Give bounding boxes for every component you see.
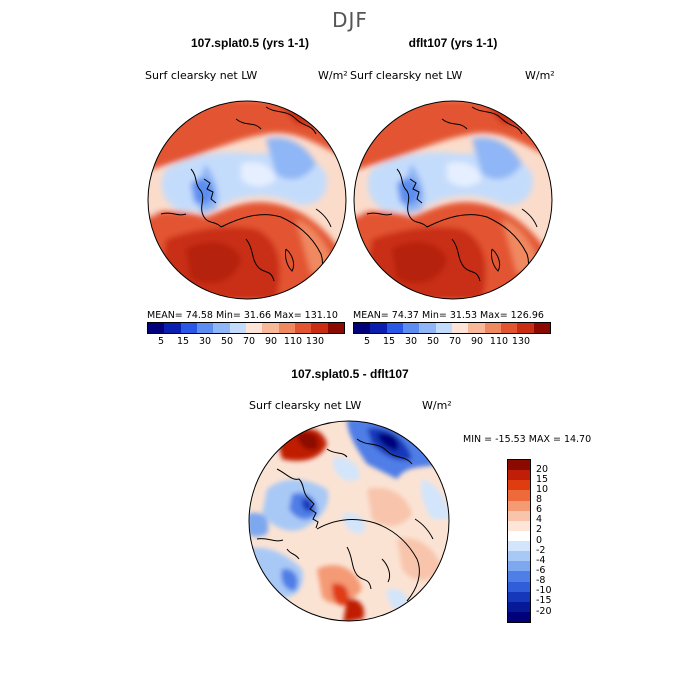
panel-2-units: W/m² — [525, 69, 555, 82]
panel-1-tick-label: 130 — [305, 336, 325, 347]
page-title: DJF — [332, 8, 368, 32]
panel-1-tick-label: 110 — [283, 336, 303, 347]
panel-1-tick-label: 30 — [198, 336, 212, 347]
diff-tick-label: 4 — [536, 514, 543, 525]
panel-2-title: dflt107 (yrs 1-1) — [408, 36, 498, 50]
diff-tick-label: -2 — [536, 545, 546, 556]
panel-2-tick-label: 70 — [448, 336, 462, 347]
panel-2-tick-label: 30 — [404, 336, 418, 347]
diff-tick-label: 0 — [536, 535, 543, 546]
panel-2-tick-label: 110 — [489, 336, 509, 347]
diff-variable: Surf clearsky net LW — [249, 399, 362, 412]
panel-1-tick-label: 5 — [157, 336, 165, 347]
diff-title: 107.splat0.5 - dflt107 — [291, 367, 409, 381]
panel-1-colorbar — [147, 322, 345, 334]
panel-1-units: W/m² — [318, 69, 348, 82]
panel-1-title: 107.splat0.5 (yrs 1-1) — [190, 36, 310, 50]
diff-stats: MIN = -15.53 MAX = 14.70 — [463, 434, 592, 445]
panel-1-variable: Surf clearsky net LW — [145, 69, 258, 82]
panel-1-tick-label: 50 — [220, 336, 234, 347]
panel-1-tick-label: 70 — [242, 336, 256, 347]
diff-colorbar — [507, 459, 531, 623]
panel-2-colorbar — [353, 322, 551, 334]
panel-2-stats: MEAN= 74.37 Min= 31.53 Max= 126.96 — [353, 310, 544, 321]
diff-tick-label: 2 — [536, 524, 543, 535]
diff-tick-label: -20 — [536, 606, 552, 617]
panel-2-tick-label: 130 — [511, 336, 531, 347]
diff-tick-label: -6 — [536, 565, 546, 576]
panel-1-polar-map — [147, 100, 347, 300]
diff-tick-label: -4 — [536, 555, 546, 566]
panel-2-polar-map — [353, 100, 553, 300]
diff-units: W/m² — [422, 399, 452, 412]
diff-tick-label: -15 — [536, 595, 552, 606]
panel-2-tick-label: 90 — [470, 336, 484, 347]
diff-tick-label: 8 — [536, 494, 543, 505]
diff-tick-label: 10 — [536, 484, 549, 495]
panel-2-tick-label: 50 — [426, 336, 440, 347]
diff-polar-map — [248, 420, 450, 622]
panel-1-tick-label: 90 — [264, 336, 278, 347]
panel-1-tick-label: 15 — [176, 336, 190, 347]
diff-tick-label: 15 — [536, 474, 549, 485]
diff-tick-label: -10 — [536, 585, 552, 596]
diff-tick-label: -8 — [536, 575, 546, 586]
diff-tick-label: 6 — [536, 504, 543, 515]
panel-2-variable: Surf clearsky net LW — [350, 69, 463, 82]
panel-2-tick-label: 15 — [382, 336, 396, 347]
panel-2-tick-label: 5 — [363, 336, 371, 347]
diff-tick-label: 20 — [536, 464, 549, 475]
panel-1-stats: MEAN= 74.58 Min= 31.66 Max= 131.10 — [147, 310, 338, 321]
